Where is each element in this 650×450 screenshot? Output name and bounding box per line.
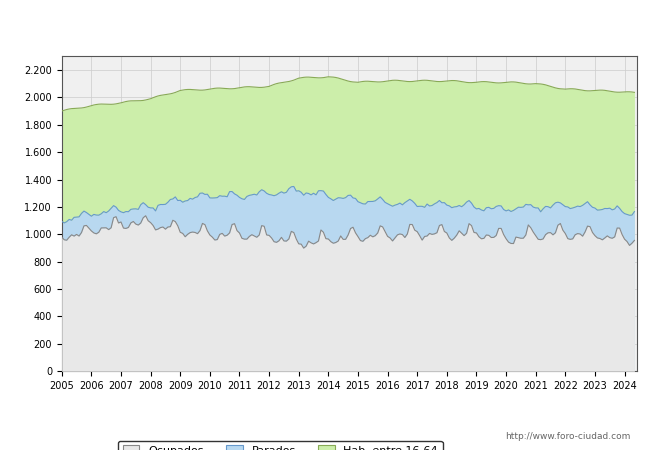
Legend: Ocupados, Parados, Hab. entre 16-64: Ocupados, Parados, Hab. entre 16-64 (118, 441, 443, 450)
Text: Villanueva de la Reina - Evolucion de la poblacion en edad de Trabajar Mayo de 2: Villanueva de la Reina - Evolucion de la… (83, 18, 567, 29)
Text: http://www.foro-ciudad.com: http://www.foro-ciudad.com (505, 432, 630, 441)
